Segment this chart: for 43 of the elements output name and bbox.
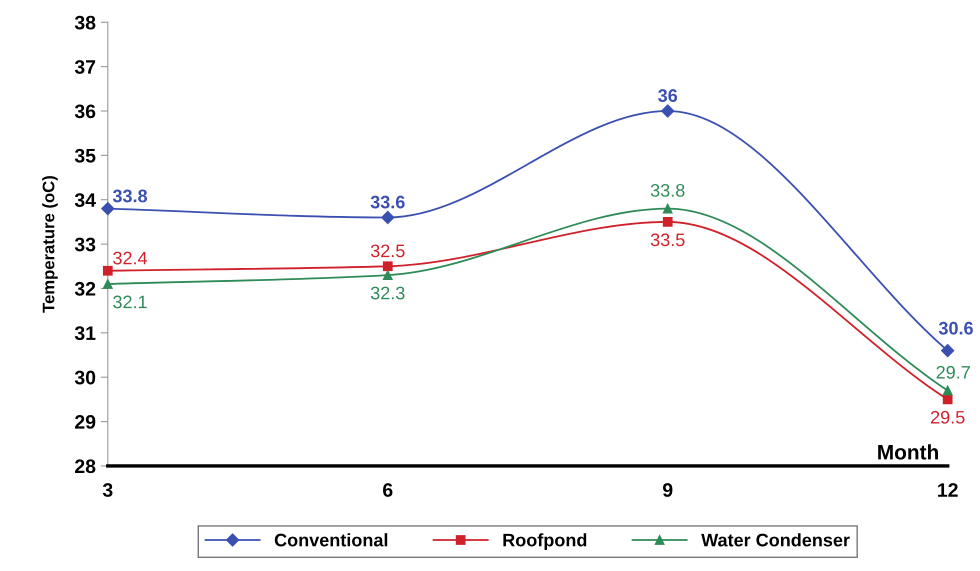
data-label: 33.5 [650,233,685,246]
data-label: 32.5 [370,244,405,258]
y-tick-label: 32 [74,282,96,296]
x-tick-label: 6 [383,483,392,497]
y-tick-label: 33 [74,238,96,252]
data-label: 33.8 [112,190,148,202]
y-tick-label: 37 [74,60,96,74]
point [382,261,393,272]
y-tick-label: 35 [74,148,96,163]
legend-label: Roofpond [503,533,586,550]
y-tick-label: 34 [74,193,96,207]
point [662,204,673,214]
point [101,202,114,216]
data-label: 33.6 [370,196,405,208]
point [661,104,674,118]
x-tick-label: 9 [662,483,672,497]
y-tick-label: 30 [74,370,96,384]
y-tick-label: 38 [74,16,96,30]
x-axis-title: Month [878,444,938,460]
point [382,270,393,280]
point [942,386,953,396]
y-axis-title: Temperature (oC) [42,176,58,313]
x-tick-label: 3 [102,483,113,497]
data-label: 36 [658,89,678,102]
data-label: 32.1 [113,296,147,308]
y-tick-label: 31 [74,326,96,340]
legend-label: Conventional [274,533,388,546]
data-label: 29.7 [936,366,970,379]
data-label: 33.8 [650,184,684,197]
x-tick-label: 12 [938,483,958,497]
y-tick-label: 36 [74,104,96,118]
legend-label: Water Condenser [701,533,850,546]
point [662,217,673,227]
point [941,344,954,358]
y-tick-label: 28 [75,459,96,474]
point [381,210,394,224]
y-tick-label: 29 [75,415,96,429]
data-label: 30.6 [938,322,973,335]
data-label: 32.3 [370,286,405,300]
point [102,266,113,276]
point [102,279,113,289]
data-label: 29.5 [931,410,964,424]
data-label: 32.4 [113,252,148,264]
